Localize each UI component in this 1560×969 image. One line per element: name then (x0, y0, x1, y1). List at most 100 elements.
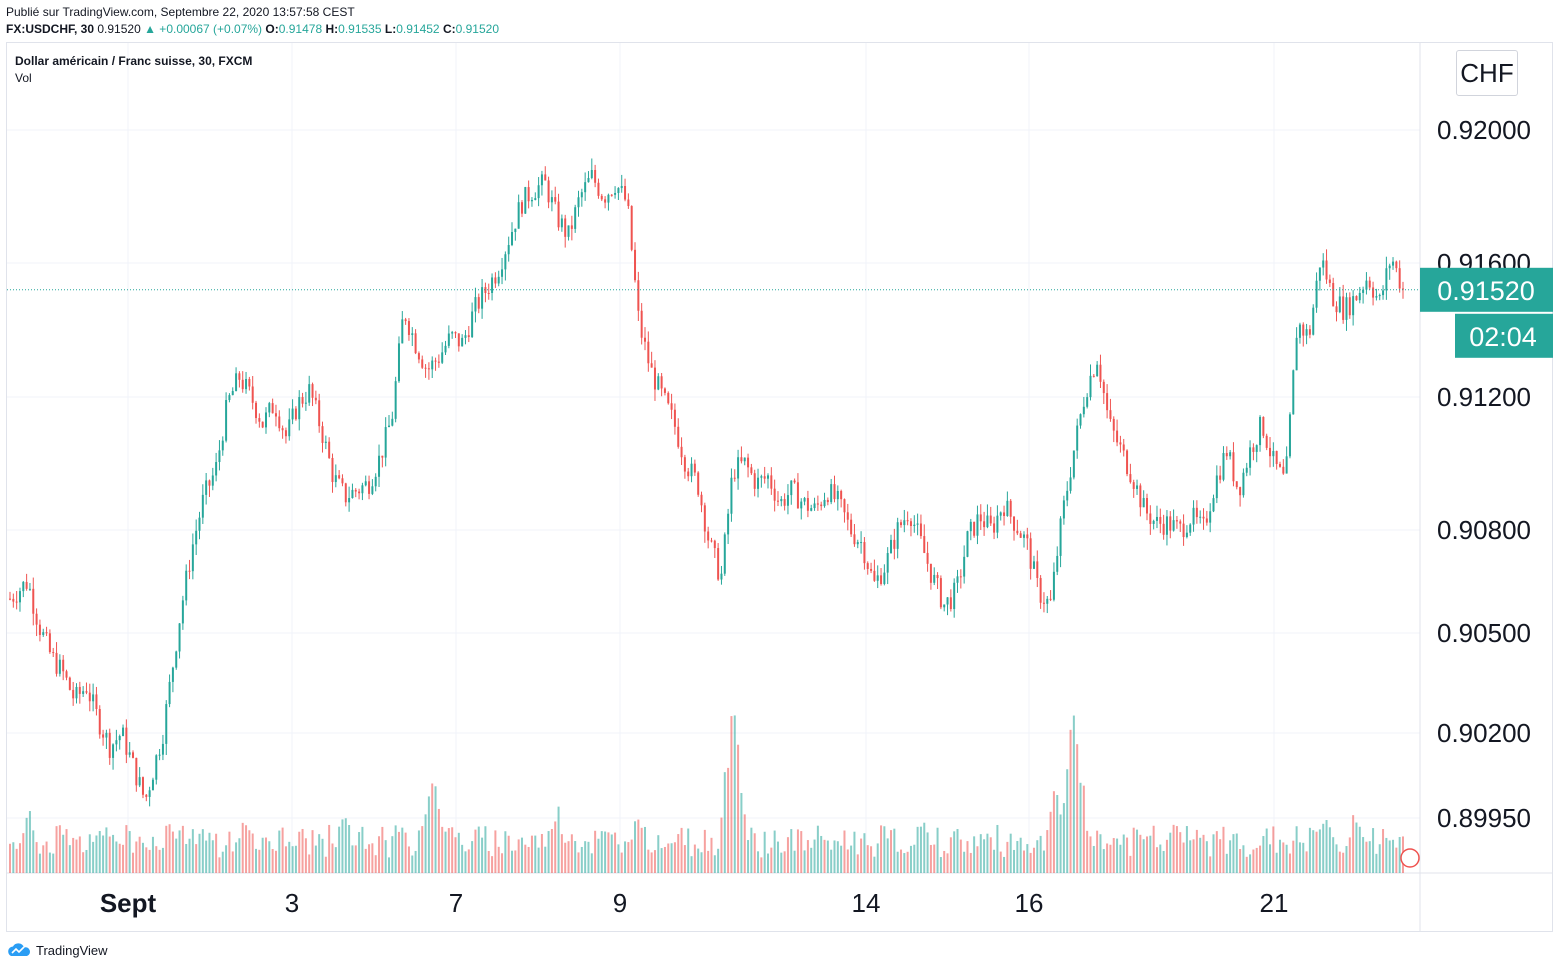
candle-body (1229, 452, 1232, 457)
candle-body (979, 514, 982, 522)
candle-body (713, 540, 716, 549)
candle-body (550, 197, 553, 203)
candle-body (1328, 279, 1331, 283)
candle-body (707, 531, 710, 541)
candle (1079, 413, 1082, 429)
candle (378, 444, 381, 487)
volume-bar (564, 842, 567, 873)
candle-body (311, 384, 314, 398)
candle-body (211, 475, 214, 486)
candle (145, 794, 148, 802)
candle-body (1318, 267, 1321, 281)
volume-bar (158, 849, 161, 873)
volume-bar (993, 849, 996, 873)
footer-logo[interactable]: TradingView (6, 942, 108, 958)
chart-pane[interactable] (6, 42, 1553, 932)
candle (524, 186, 527, 214)
volume-bar (218, 857, 221, 873)
candle-body (388, 425, 391, 428)
volume-bar (195, 844, 198, 873)
volume-bar (647, 849, 650, 873)
volume-bar (913, 844, 916, 873)
volume-bar (973, 836, 976, 873)
candle-body (151, 779, 154, 791)
candle (278, 410, 281, 432)
candle-body (1022, 534, 1025, 538)
candle (1082, 396, 1085, 418)
volume-bar (1182, 842, 1185, 873)
candle (1112, 416, 1115, 443)
volume-bar (816, 825, 819, 873)
candle-body (843, 499, 846, 513)
candle (1265, 433, 1268, 451)
candle-body (890, 539, 893, 554)
candle-body (95, 694, 98, 710)
currency-button[interactable]: CHF (1456, 50, 1518, 96)
candle-body (870, 568, 873, 571)
candle-body (1066, 490, 1069, 501)
candle (454, 331, 457, 338)
candle (141, 776, 144, 799)
candle-body (474, 297, 477, 312)
candle-body (341, 478, 344, 484)
volume-bar (1288, 853, 1291, 873)
candle (1398, 260, 1401, 293)
volume-bar (893, 828, 896, 873)
candle (1159, 508, 1162, 534)
candle-body (298, 397, 301, 420)
candle (803, 496, 806, 506)
candle (271, 398, 274, 414)
volume-bar (1062, 803, 1065, 873)
candle (773, 479, 776, 512)
candle (65, 669, 68, 681)
candle-body (996, 515, 999, 533)
candle-body (677, 426, 680, 447)
candle-body (737, 457, 740, 479)
volume-bar (28, 811, 31, 873)
candle (657, 373, 660, 391)
volume-bar (474, 829, 477, 873)
candle (923, 524, 926, 554)
candle-body (580, 192, 583, 198)
candle-body (770, 475, 773, 489)
volume-bar (1029, 852, 1032, 873)
volume-bar (274, 850, 277, 873)
volume-bar (78, 836, 81, 873)
volume-bar (35, 842, 38, 873)
candle-body (135, 757, 138, 786)
candle-body (1195, 507, 1198, 518)
candle (348, 486, 351, 512)
candle (1318, 267, 1321, 291)
volume-bar (1242, 845, 1245, 873)
candle (1139, 483, 1142, 517)
candle (102, 729, 105, 746)
volume-bar (208, 832, 211, 873)
candle (906, 511, 909, 526)
volume-bar (1039, 835, 1042, 873)
volume-bar (657, 835, 660, 873)
volume-bar (823, 839, 826, 873)
volume-bar (590, 853, 593, 873)
candle (135, 757, 138, 792)
candle (1278, 461, 1281, 468)
volume-bar (1003, 856, 1006, 873)
candle (354, 488, 357, 498)
candle-body (1155, 516, 1158, 521)
candle (68, 676, 71, 691)
candle-body (1278, 464, 1281, 467)
volume-bar (1275, 852, 1278, 873)
volume-bar (700, 852, 703, 873)
candle (318, 393, 321, 433)
candle (22, 581, 25, 598)
volume-bar (773, 830, 776, 873)
candle-body (1109, 410, 1112, 419)
candle (743, 457, 746, 466)
candle (484, 282, 487, 303)
candle (1042, 592, 1045, 613)
candle (530, 197, 533, 207)
candle-body (308, 384, 311, 403)
candle (667, 391, 670, 405)
candle-body (527, 187, 530, 202)
volume-bar (846, 849, 849, 873)
